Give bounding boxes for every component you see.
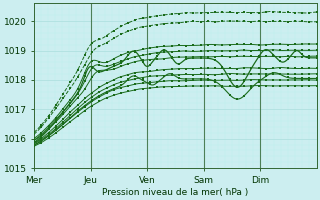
X-axis label: Pression niveau de la mer( hPa ): Pression niveau de la mer( hPa ) <box>102 188 248 197</box>
